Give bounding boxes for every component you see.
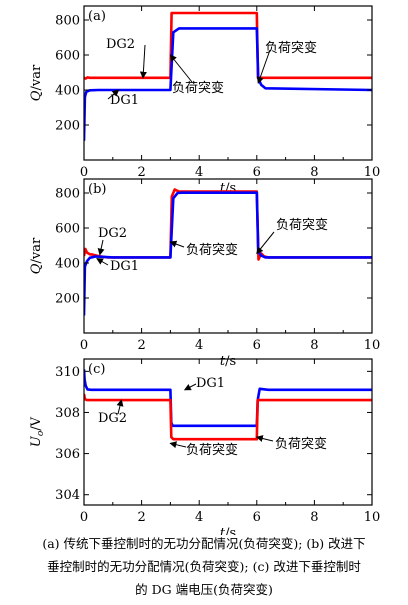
x-tick-label: 4: [195, 338, 203, 353]
y-tick-label: 200: [55, 292, 80, 307]
annotation-arrow: [169, 240, 185, 248]
x-tick-label: 0: [80, 165, 88, 180]
plot-frame: [83, 358, 373, 506]
x-tick-label: 0: [80, 510, 88, 525]
x-tick-label: 8: [310, 510, 318, 525]
y-tick-label: 800: [55, 187, 80, 202]
x-tick-label: 10: [364, 510, 381, 525]
annotation-label: 负荷突变: [172, 80, 224, 96]
y-tick-label: 308: [55, 406, 80, 421]
x-tick-label: 10: [364, 165, 381, 180]
y-axis-label-var: Q: [29, 90, 44, 101]
y-tick-label: 304: [55, 488, 80, 503]
annotation-arrow: [169, 441, 187, 449]
annotation-arrow: [256, 231, 275, 255]
y-axis-label-unit: /var: [29, 64, 44, 90]
y-tick-label: 310: [55, 365, 80, 380]
x-tick-label: 10: [364, 338, 381, 353]
y-axis-label-var: Q: [29, 263, 44, 274]
x-tick-label: 0: [80, 338, 88, 353]
y-axis-label-unit: /var: [29, 237, 44, 263]
y-tick-label: 600: [55, 222, 80, 237]
annotation-arrow: [96, 258, 109, 266]
annotation-label: 负荷突变: [186, 442, 238, 458]
annotation-label: 负荷突变: [265, 40, 317, 56]
y-axis-label: Q/var: [29, 237, 44, 274]
caption-line-1: (a) 传统下垂控制时的无功分配情况(负荷突变); (b) 改进下: [42, 536, 366, 551]
annotation-label: DG2: [106, 37, 135, 52]
annotation-arrow: [183, 383, 197, 391]
y-axis-label-sub: o: [36, 430, 46, 436]
y-tick-label: 306: [55, 447, 80, 462]
x-tick-label: 4: [195, 165, 203, 180]
annotation-arrow: [256, 49, 271, 84]
y-axis-label: Uo/V: [29, 416, 46, 447]
x-axis-label: t/s: [220, 181, 236, 196]
series-line-dg1: [84, 369, 372, 428]
y-axis-label-unit: /V: [29, 416, 44, 430]
x-axis-label-var: t: [220, 526, 226, 535]
y-tick-label: 400: [55, 84, 80, 99]
caption-line-3: 的 DG 端电压(负荷突变): [135, 582, 273, 597]
x-axis-label-unit: /s: [225, 526, 236, 535]
annotation-arrow: [169, 54, 193, 83]
x-axis-label: t/s: [220, 354, 236, 369]
x-tick-label: 6: [253, 338, 261, 353]
annotation-label: DG1: [110, 259, 139, 274]
x-axis-label-unit: /s: [225, 354, 236, 369]
annotation-arrow: [116, 399, 124, 415]
annotation-label: 负荷突变: [186, 242, 238, 258]
series-line-dg2: [84, 393, 372, 441]
annotation-label: DG1: [196, 376, 225, 391]
chart-panel-3: 0 2 4 6 8 10 304 306 308 310 t/s Uo/V (c) DG1 DG2 负荷突变 负…: [29, 358, 381, 535]
caption-line-2: 垂控制时的无功分配情况(负荷突变); (c) 改进下垂控制时: [47, 559, 361, 574]
annotation-label: DG1: [110, 93, 139, 108]
annotation-arrow: [107, 89, 120, 100]
annotation-label: 负荷突变: [275, 436, 327, 452]
annotation-arrow: [255, 435, 274, 442]
chart-panel-1: 0 2 4 6 8 10 200 400 600 800 t/s Q/var (a)DG2 DG1 负荷突变…: [29, 5, 381, 196]
x-tick-label: 2: [137, 165, 145, 180]
chart-panel-2: 0 2 4 6 8 10 200 400 600 800 t/s Q/var (b) DG2 DG1 负荷突变…: [29, 178, 381, 369]
annotation-arrow: [139, 44, 147, 79]
x-tick-label: 2: [137, 510, 145, 525]
x-tick-label: 6: [253, 510, 261, 525]
x-tick-label: 8: [310, 338, 318, 353]
annotation-label: 负荷突变: [276, 217, 328, 233]
y-tick-label: 600: [55, 49, 80, 64]
y-axis-label-var: U: [29, 435, 44, 447]
x-tick-label: 6: [253, 165, 261, 180]
x-axis-label-unit: /s: [225, 181, 236, 196]
annotation-label: DG2: [98, 226, 127, 241]
x-tick-label: 8: [310, 165, 318, 180]
series-line-dg1: [84, 27, 372, 141]
x-axis-label-var: t: [220, 354, 226, 369]
panel-label: (c): [88, 362, 105, 377]
x-tick-label: 2: [137, 338, 145, 353]
y-axis-label: Q/var: [29, 64, 44, 101]
figure-canvas: 0 2 4 6 8 10200400600800t/sQ/var(a)DG2DG1负荷突变…: [29, 5, 381, 535]
x-axis-label: t/s: [220, 526, 236, 535]
x-axis-label-var: t: [220, 181, 226, 196]
x-tick-label: 4: [195, 510, 203, 525]
annotation-arrow: [97, 239, 105, 256]
y-tick-label: 800: [55, 14, 80, 29]
annotation-label: DG2: [98, 411, 127, 426]
y-tick-label: 400: [55, 257, 80, 272]
panel-label: (a): [88, 9, 106, 24]
series-line-dg2: [84, 188, 372, 261]
panel-label: (b): [88, 182, 106, 197]
y-tick-label: 200: [55, 119, 80, 134]
